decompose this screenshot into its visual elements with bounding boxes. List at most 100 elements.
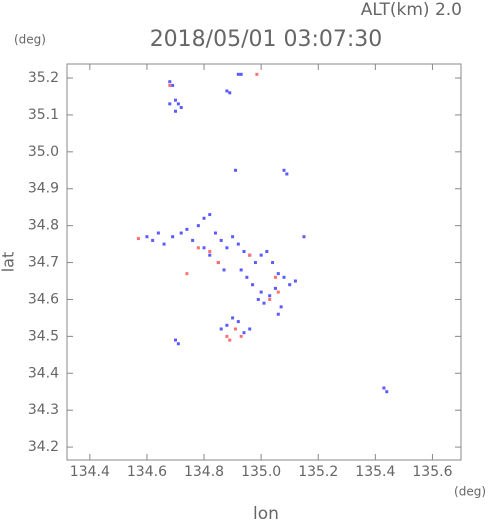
echo-point	[168, 80, 172, 84]
echo-point	[239, 268, 243, 272]
echo-point	[208, 253, 212, 257]
echo-point	[173, 109, 177, 113]
echo-point	[273, 275, 277, 279]
echo-point	[179, 106, 183, 110]
echo-point	[265, 249, 269, 253]
x-tick-label: 135.0	[241, 464, 281, 480]
y-tick-label: 35.0	[28, 144, 59, 160]
echo-point	[233, 327, 237, 331]
echo-point	[233, 168, 237, 172]
x-tick-label: 135.4	[355, 464, 395, 480]
echo-point	[242, 331, 246, 335]
echo-point	[173, 98, 177, 102]
echo-point	[231, 235, 235, 239]
y-tick-label: 34.8	[28, 218, 59, 234]
y-tick-label: 34.4	[28, 365, 59, 381]
echo-point	[196, 224, 200, 228]
plot-frame	[66, 63, 462, 461]
echo-point	[271, 261, 275, 265]
echo-point	[245, 275, 249, 279]
echo-point	[256, 297, 260, 301]
echo-point	[136, 237, 140, 241]
echo-point	[145, 235, 149, 239]
echo-point	[202, 246, 206, 250]
y-tick-label: 35.2	[28, 70, 59, 86]
echo-point	[276, 290, 280, 294]
echo-point	[185, 227, 189, 231]
echo-point	[259, 253, 263, 257]
echo-point	[156, 231, 160, 235]
echo-point	[273, 286, 277, 290]
x-unit: (deg)	[454, 485, 486, 499]
echo-point	[213, 231, 217, 235]
echo-point	[231, 316, 235, 320]
echo-point	[216, 261, 220, 265]
echo-point	[268, 297, 272, 301]
echo-point	[282, 275, 286, 279]
x-tick-label: 135.2	[298, 464, 338, 480]
echo-point	[191, 238, 195, 242]
y-tick-label: 34.7	[28, 255, 59, 271]
x-tick-label: 134.8	[184, 464, 224, 480]
chart-title: 2018/05/01 03:07:30	[150, 27, 383, 52]
y-tick-label: 34.3	[28, 402, 59, 418]
y-tick-label: 34.9	[28, 181, 59, 197]
echo-point	[253, 261, 257, 265]
echo-point	[276, 312, 280, 316]
echo-point	[151, 238, 155, 242]
echo-point	[225, 246, 229, 250]
echo-point	[255, 72, 259, 76]
x-axis-label: lon	[253, 504, 279, 521]
echo-point	[279, 305, 283, 309]
echo-point	[202, 216, 206, 220]
echo-point	[382, 386, 386, 390]
echo-point	[173, 338, 177, 342]
echo-point	[228, 91, 232, 95]
echo-point	[268, 294, 272, 298]
echo-point	[385, 390, 389, 394]
echo-point	[168, 102, 172, 106]
y-tick-label: 35.1	[28, 107, 59, 123]
echo-point	[251, 283, 255, 287]
echo-point	[285, 172, 289, 176]
echo-point	[302, 235, 306, 239]
echo-point	[242, 249, 246, 253]
x-tick-label: 134.6	[127, 464, 167, 480]
echo-point	[259, 290, 263, 294]
echo-point	[262, 301, 266, 305]
y-unit: (deg)	[14, 33, 46, 47]
echo-point	[219, 327, 223, 331]
echo-point	[176, 102, 180, 106]
altitude-label: ALT(km) 2.0	[361, 0, 462, 20]
echo-point	[185, 272, 189, 276]
y-axis-label: lat	[0, 252, 18, 273]
echo-point	[225, 323, 229, 327]
echo-point	[168, 83, 172, 87]
echo-point	[222, 268, 226, 272]
echo-point	[225, 89, 229, 93]
echo-point	[208, 213, 212, 217]
echo-point	[225, 334, 229, 338]
echo-point	[276, 272, 280, 276]
echo-point	[288, 283, 292, 287]
echo-point	[248, 327, 252, 331]
x-tick-label: 135.6	[412, 464, 452, 480]
echo-point	[293, 279, 297, 283]
echo-point	[282, 168, 286, 172]
echo-point	[248, 253, 252, 257]
echo-point	[236, 320, 240, 324]
echo-point	[236, 242, 240, 246]
echo-point	[171, 235, 175, 239]
echo-point	[162, 242, 166, 246]
y-tick-label: 34.2	[28, 439, 59, 455]
echo-point	[171, 83, 175, 87]
echo-point	[208, 249, 212, 253]
echo-point	[176, 342, 180, 346]
y-tick-label: 34.6	[28, 291, 59, 307]
y-tick-label: 34.5	[28, 328, 59, 344]
echo-point	[219, 238, 223, 242]
echo-point	[196, 246, 200, 250]
echo-point	[228, 338, 232, 342]
x-tick-label: 134.4	[70, 464, 110, 480]
